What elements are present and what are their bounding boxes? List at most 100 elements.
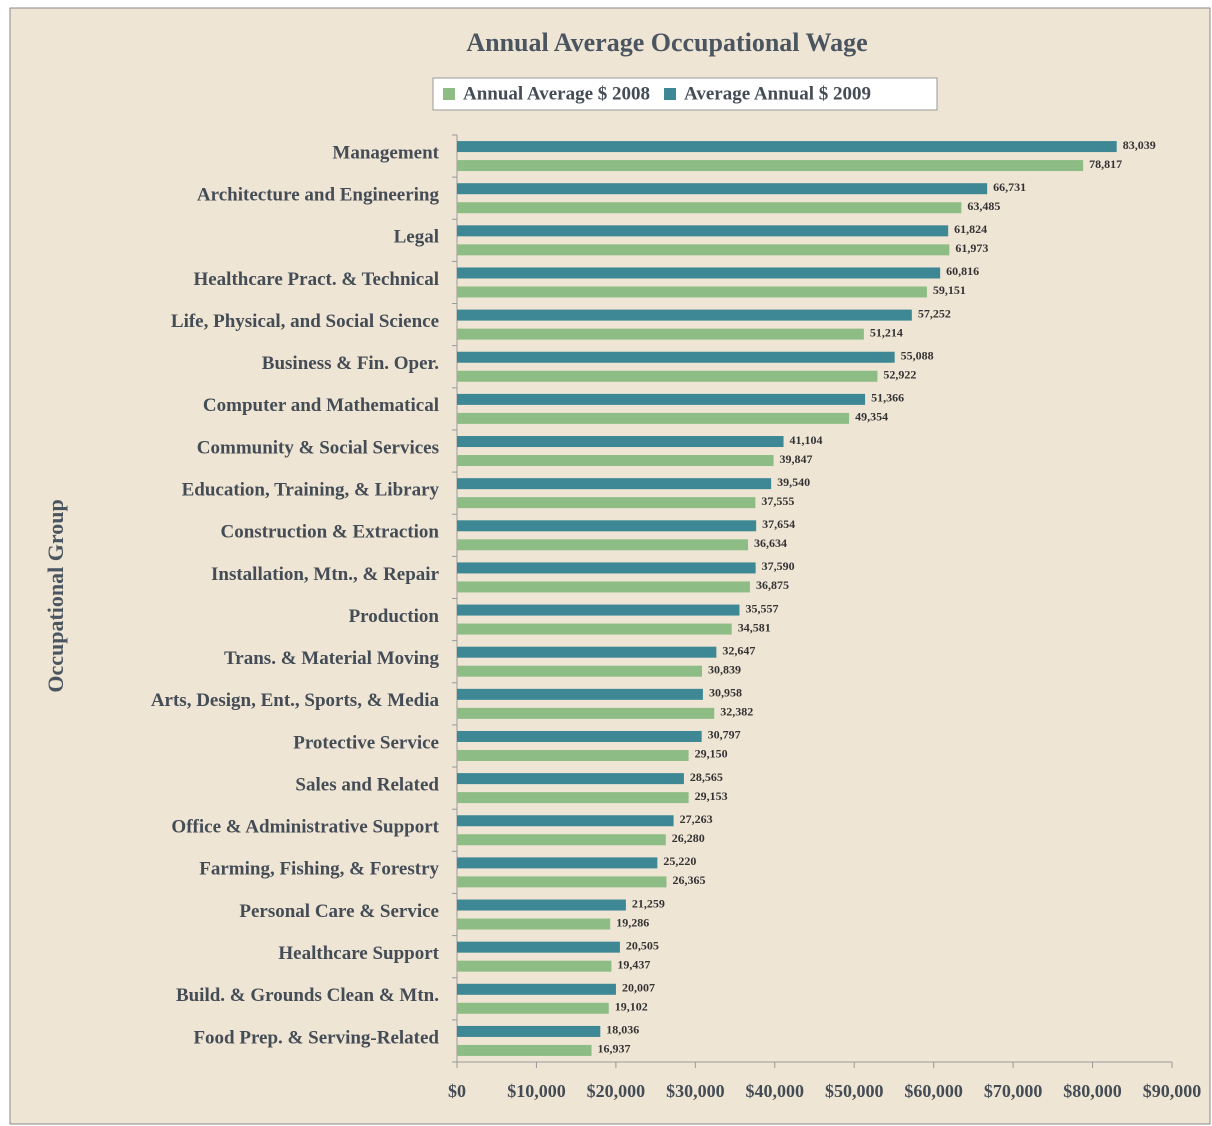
value-label: 61,824 — [954, 222, 987, 236]
category-label: Legal — [394, 227, 439, 248]
category-label: Construction & Extraction — [221, 522, 440, 543]
value-label: 25,220 — [663, 854, 696, 868]
x-tick-label: $70,000 — [984, 1081, 1043, 1101]
value-label: 34,581 — [738, 620, 771, 634]
value-label: 55,088 — [901, 349, 934, 363]
bar — [457, 393, 866, 405]
category-label: Education, Training, & Library — [182, 480, 440, 501]
value-label: 19,102 — [615, 1000, 648, 1014]
value-label: 37,654 — [762, 517, 795, 531]
x-tick-label: $30,000 — [666, 1081, 725, 1101]
category-label: Management — [332, 142, 439, 163]
value-label: 26,365 — [672, 873, 705, 887]
category-label: Healthcare Pract. & Technical — [193, 269, 439, 290]
x-tick-label: $20,000 — [587, 1081, 646, 1101]
bar — [457, 665, 702, 677]
bar — [457, 773, 684, 785]
bar — [457, 244, 950, 256]
legend-label: Average Annual $ 2009 — [684, 83, 871, 104]
bar — [457, 857, 658, 869]
category-label: Healthcare Support — [278, 943, 439, 964]
value-label: 19,286 — [616, 915, 649, 929]
value-label: 27,263 — [680, 812, 713, 826]
value-label: 41,104 — [790, 433, 823, 447]
y-axis-label: Occupational Group — [43, 499, 68, 692]
bar — [457, 309, 912, 321]
value-label: 21,259 — [632, 896, 665, 910]
bar — [457, 899, 626, 911]
value-label: 39,847 — [780, 452, 813, 466]
bar — [457, 707, 715, 719]
bar — [457, 351, 895, 363]
value-label: 16,937 — [598, 1042, 631, 1056]
category-label: Computer and Mathematical — [203, 395, 439, 416]
x-tick-label: $0 — [448, 1081, 466, 1101]
value-label: 37,555 — [761, 494, 794, 508]
bar — [457, 225, 949, 237]
value-label: 29,150 — [695, 747, 728, 761]
category-label: Production — [349, 606, 440, 627]
value-label: 52,922 — [883, 368, 916, 382]
value-label: 60,816 — [946, 264, 979, 278]
value-label: 63,485 — [967, 199, 1000, 213]
bar — [457, 160, 1084, 172]
value-label: 37,590 — [762, 559, 795, 573]
bar — [457, 1025, 601, 1037]
bar — [457, 1002, 609, 1014]
bar — [457, 960, 612, 972]
chart-title: Annual Average Occupational Wage — [466, 28, 867, 57]
bar — [457, 918, 611, 930]
bar — [457, 286, 927, 298]
value-label: 36,875 — [756, 578, 789, 592]
bar — [457, 688, 703, 700]
bar — [457, 730, 702, 742]
value-label: 59,151 — [933, 283, 966, 297]
bar — [457, 983, 616, 995]
bar — [457, 581, 750, 593]
bar — [457, 941, 620, 953]
bar — [457, 876, 667, 888]
bar — [457, 455, 774, 467]
category-label: Business & Fin. Oper. — [262, 353, 439, 374]
value-label: 20,007 — [622, 981, 655, 995]
category-label: Arts, Design, Ent., Sports, & Media — [151, 690, 440, 711]
legend-swatch — [443, 88, 455, 100]
bar — [457, 141, 1117, 153]
category-label: Personal Care & Service — [239, 901, 439, 922]
category-label: Sales and Related — [295, 774, 439, 795]
category-label: Trans. & Material Moving — [224, 648, 439, 669]
bar — [457, 604, 740, 616]
value-label: 57,252 — [918, 306, 951, 320]
bar — [457, 497, 756, 509]
value-label: 30,839 — [708, 662, 741, 676]
value-label: 39,540 — [777, 475, 810, 489]
value-label: 30,797 — [708, 728, 741, 742]
bar — [457, 202, 962, 214]
legend-label: Annual Average $ 2008 — [463, 83, 650, 104]
value-label: 32,382 — [720, 705, 753, 719]
bar — [457, 623, 732, 635]
bar — [457, 436, 784, 448]
value-label: 49,354 — [855, 410, 888, 424]
category-label: Farming, Fishing, & Forestry — [199, 859, 439, 880]
x-tick-label: $80,000 — [1063, 1081, 1122, 1101]
x-tick-label: $90,000 — [1143, 1081, 1202, 1101]
bar — [457, 749, 689, 761]
value-label: 51,214 — [870, 325, 903, 339]
bar — [457, 646, 717, 658]
x-tick-label: $40,000 — [746, 1081, 805, 1101]
bar — [457, 562, 756, 574]
category-label: Installation, Mtn., & Repair — [211, 564, 440, 585]
value-label: 51,366 — [871, 391, 904, 405]
value-label: 61,973 — [955, 241, 988, 255]
value-label: 29,153 — [695, 789, 728, 803]
bar — [457, 478, 772, 490]
bar — [457, 412, 850, 424]
value-label: 66,731 — [993, 180, 1026, 194]
x-tick-label: $50,000 — [825, 1081, 884, 1101]
value-label: 19,437 — [617, 957, 650, 971]
category-label: Food Prep. & Serving-Related — [193, 1027, 439, 1048]
value-label: 18,036 — [606, 1023, 639, 1037]
value-label: 28,565 — [690, 770, 723, 784]
